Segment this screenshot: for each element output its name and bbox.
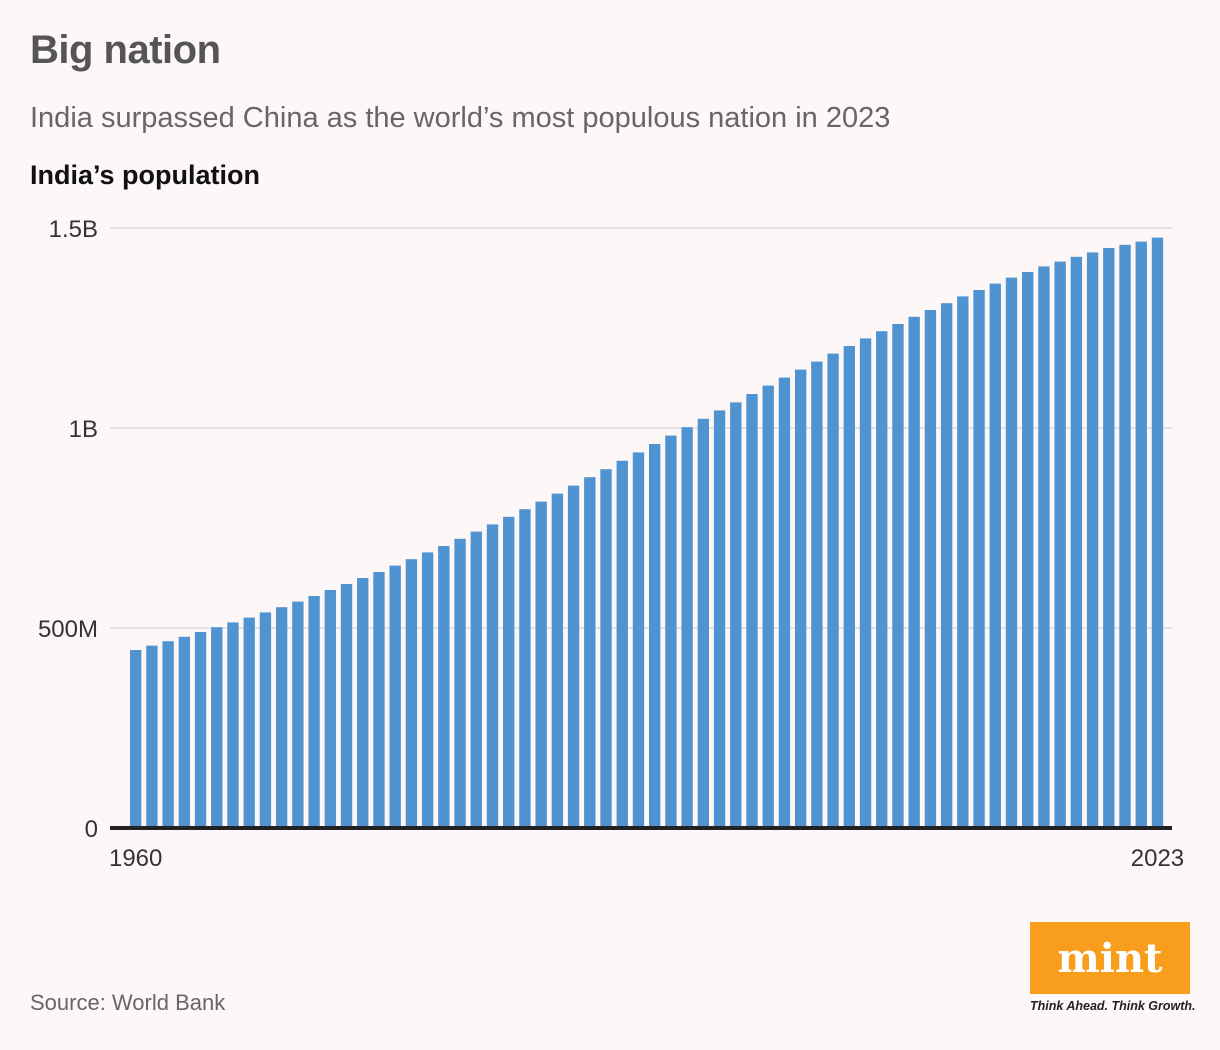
bar-1965	[211, 627, 223, 828]
bar-2005	[859, 338, 872, 828]
bar-1975	[373, 572, 385, 828]
logo-tagline: Think Ahead. Think Growth.	[1030, 999, 1196, 1013]
source-note: Source: World Bank	[30, 990, 226, 1015]
bar-2004	[843, 346, 855, 828]
bar-2007	[892, 324, 904, 828]
bar-2021	[1119, 244, 1131, 829]
bar-2003	[827, 353, 839, 828]
bar-1979	[438, 546, 450, 828]
bar-2010	[940, 303, 953, 828]
bar-1973	[340, 584, 353, 828]
page-title: Big nation	[30, 28, 221, 72]
bar-1961	[146, 645, 158, 828]
bar-2013	[989, 283, 1001, 829]
bar-1963	[178, 636, 191, 828]
bar-1980	[454, 538, 466, 828]
bar-1986	[551, 493, 564, 828]
bar-1981	[470, 531, 482, 828]
bar-1969	[275, 607, 288, 828]
bar-1997	[730, 402, 742, 828]
y-tick-label: 1B	[69, 416, 98, 443]
bar-2012	[973, 290, 985, 828]
bar-2011	[957, 296, 969, 828]
bar-1991	[632, 452, 645, 828]
y-tick-label: 0	[85, 816, 98, 843]
population-bar-chart: 0 500M 1B 1.5B 1960 2023	[38, 216, 1184, 872]
x-tick-label: 1960	[109, 845, 162, 872]
bar-2006	[876, 331, 888, 828]
bar-1994	[681, 427, 693, 828]
bar-2008	[908, 316, 920, 828]
bar-2014	[1005, 277, 1018, 829]
bar-1992	[649, 444, 661, 828]
bar-1974	[357, 578, 369, 828]
page-subtitle: India surpassed China as the world’s mos…	[30, 102, 891, 134]
bar-1960	[130, 650, 142, 828]
bar-2015	[1022, 272, 1034, 828]
bar-1989	[600, 469, 612, 828]
bar-1985	[535, 501, 547, 828]
bar-2019	[1086, 252, 1099, 828]
bar-1984	[519, 509, 531, 828]
bar-2018	[1070, 256, 1083, 828]
bar-1966	[227, 622, 239, 828]
bar-1996	[713, 410, 726, 828]
bar-2017	[1054, 261, 1066, 829]
bar-2023	[1151, 237, 1164, 829]
bar-2020	[1103, 248, 1115, 828]
bar-1983	[503, 516, 515, 828]
bar-1962	[162, 641, 174, 828]
bar-1977	[405, 559, 418, 828]
bar-1976	[389, 565, 401, 828]
bar-2016	[1038, 266, 1050, 828]
bar-1982	[486, 524, 499, 828]
x-tick-label: 2023	[1131, 845, 1184, 872]
bar-2009	[924, 310, 937, 828]
bar-1998	[746, 394, 758, 828]
bar-1968	[259, 612, 272, 828]
chart-heading: India’s population	[30, 160, 260, 190]
bar-1999	[762, 385, 774, 828]
mint-logo: mint	[1030, 922, 1190, 994]
bar-1993	[665, 435, 677, 828]
bar-2002	[811, 361, 823, 828]
bar-2022	[1135, 241, 1147, 829]
bar-1971	[308, 596, 320, 828]
bar-1995	[697, 418, 710, 828]
bar-1988	[584, 477, 596, 828]
bar-1972	[324, 590, 336, 828]
y-tick-label: 500M	[38, 616, 98, 643]
bar-2000	[778, 377, 791, 828]
bar-2001	[794, 369, 807, 828]
bar-1970	[292, 601, 304, 828]
bar-1990	[616, 460, 628, 828]
bar-1987	[567, 485, 580, 828]
y-tick-label: 1.5B	[49, 216, 98, 243]
bar-1978	[421, 552, 434, 828]
bar-1964	[194, 632, 207, 828]
bar-1967	[243, 617, 255, 828]
